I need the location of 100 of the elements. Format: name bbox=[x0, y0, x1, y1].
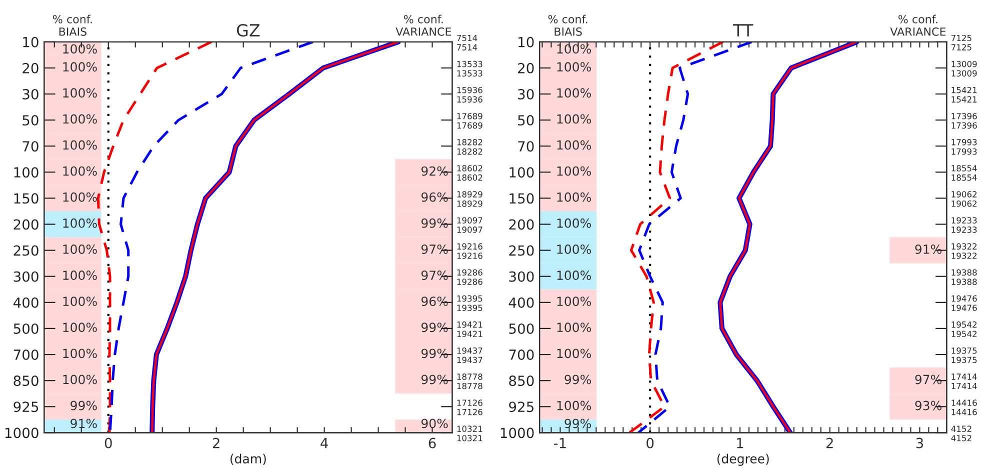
y-tick-label: 250 bbox=[14, 245, 38, 256]
x-tick-label: 3 bbox=[916, 438, 924, 448]
y2-tick-label: 18778 18778 bbox=[457, 374, 482, 390]
annotation: 100% bbox=[63, 244, 97, 254]
y-tick-label: 30 bbox=[22, 88, 38, 100]
y-tick-label: 850 bbox=[509, 376, 534, 386]
annotation: 92% bbox=[421, 166, 448, 176]
y-tick-label: 100 bbox=[14, 167, 38, 178]
y2-tick-label: 18929 18929 bbox=[457, 191, 482, 207]
annotation: 96% bbox=[421, 192, 448, 202]
annotation: 100% bbox=[63, 88, 97, 98]
y-tick-label: 500 bbox=[14, 323, 38, 334]
y2-tick-label: 19421 19421 bbox=[457, 321, 482, 338]
x-axis-title: (degree) bbox=[717, 454, 769, 466]
y-tick-label: 50 bbox=[22, 115, 38, 126]
annotation: 99% bbox=[70, 400, 97, 410]
y2-tick-label: 15936 15936 bbox=[457, 86, 482, 103]
y-tick-label: 500 bbox=[509, 323, 534, 334]
annotation: 91% bbox=[915, 244, 942, 254]
y2-tick-label: 18282 18282 bbox=[457, 139, 482, 155]
chart-title: TT bbox=[733, 24, 754, 36]
annotation: 99% bbox=[564, 374, 591, 384]
y2-tick-label: 18602 18602 bbox=[457, 165, 482, 181]
annotation: 100% bbox=[557, 218, 591, 228]
annotation: 100% bbox=[63, 218, 97, 228]
y2-tick-label: 14416 14416 bbox=[952, 400, 977, 416]
x-tick-label: 0 bbox=[104, 438, 112, 448]
y-tick-label: 1000 bbox=[500, 428, 534, 438]
y2-tick-label: 19542 19542 bbox=[952, 321, 977, 338]
y2-tick-label: 17414 17414 bbox=[952, 374, 977, 390]
annotation: 100% bbox=[63, 192, 97, 202]
text: % conf. BIAIS bbox=[548, 14, 588, 36]
x-tick-label: -1 bbox=[554, 438, 566, 448]
annotation: 99% bbox=[421, 374, 448, 384]
y-tick-label: 300 bbox=[509, 271, 534, 282]
annotation: 97% bbox=[915, 374, 942, 384]
annotation: 100% bbox=[557, 114, 591, 124]
y-tick-label: 250 bbox=[509, 245, 534, 256]
annotation: 100% bbox=[557, 44, 591, 54]
annotation: 100% bbox=[63, 270, 97, 280]
y-tick-label: 150 bbox=[14, 193, 38, 204]
annotation: 99% bbox=[421, 348, 448, 358]
text: % conf. VARIANCE bbox=[396, 14, 452, 36]
annotation: 100% bbox=[557, 348, 591, 358]
annotation: 100% bbox=[63, 44, 97, 54]
y2-tick-label: 19233 19233 bbox=[952, 217, 977, 233]
y-tick-label: 150 bbox=[510, 193, 534, 204]
x-tick-label: 6 bbox=[428, 438, 436, 448]
y-tick-label: 30 bbox=[518, 88, 534, 100]
y-tick-label: 20 bbox=[518, 62, 534, 74]
y2-tick-label: 13009 13009 bbox=[952, 60, 977, 77]
annotation: 100% bbox=[557, 192, 591, 202]
y-tick-label: 925 bbox=[509, 402, 534, 412]
y-tick-label: 700 bbox=[509, 349, 534, 360]
y2-tick-label: 13533 13533 bbox=[457, 60, 482, 77]
annotation: 96% bbox=[421, 296, 448, 306]
x-tick-label: 1 bbox=[737, 438, 744, 448]
y2-tick-label: 19062 19062 bbox=[952, 191, 977, 207]
annotation: 100% bbox=[63, 166, 97, 176]
y-tick-label: 100 bbox=[510, 167, 534, 178]
y-tick-label: 400 bbox=[508, 297, 534, 308]
y-tick-label: 850 bbox=[14, 376, 38, 386]
y-tick-label: 200 bbox=[509, 219, 534, 230]
y2-tick-label: 17126 17126 bbox=[457, 400, 482, 416]
x-axis-title: (dam) bbox=[230, 454, 266, 465]
annotation: 93% bbox=[915, 400, 942, 410]
x-tick-label: 2 bbox=[212, 438, 220, 448]
y2-tick-label: 19286 19286 bbox=[457, 269, 482, 285]
y-tick-label: 50 bbox=[518, 115, 534, 126]
y-tick-label: 10 bbox=[23, 36, 38, 48]
annotation: 100% bbox=[63, 62, 97, 72]
text: % conf. VARIANCE bbox=[890, 14, 946, 36]
annotation: 99% bbox=[564, 418, 591, 428]
annotation: 100% bbox=[63, 322, 97, 332]
annotation: 100% bbox=[557, 322, 591, 332]
annotation: 100% bbox=[63, 114, 97, 124]
y2-tick-label: 18554 18554 bbox=[952, 165, 977, 181]
y-tick-label: 400 bbox=[13, 297, 38, 308]
annotation: 91% bbox=[70, 418, 97, 428]
y2-tick-label: 7514 7514 bbox=[457, 34, 478, 50]
y2-tick-label: 19476 19476 bbox=[952, 295, 977, 311]
y2-tick-label: 19216 19216 bbox=[457, 243, 482, 259]
y-tick-label: 20 bbox=[22, 62, 38, 74]
y-tick-label: 10 bbox=[518, 36, 534, 48]
annotation: 97% bbox=[421, 244, 448, 254]
x-tick-label: 4 bbox=[320, 438, 328, 448]
annotation: 100% bbox=[557, 62, 591, 72]
annotation: 100% bbox=[557, 400, 591, 410]
y-tick-label: 70 bbox=[22, 141, 38, 152]
y2-tick-label: 19437 19437 bbox=[457, 347, 482, 364]
y2-tick-label: 7125 7125 bbox=[952, 34, 972, 50]
y-tick-label: 925 bbox=[14, 402, 38, 412]
y-tick-label: 300 bbox=[14, 271, 38, 282]
x-tick-label: 2 bbox=[826, 438, 833, 448]
x-tick-label: 0 bbox=[646, 438, 654, 448]
y2-tick-label: 15421 15421 bbox=[952, 86, 977, 103]
y2-tick-label: 19388 19388 bbox=[952, 269, 977, 285]
annotation: 100% bbox=[557, 244, 591, 254]
annotation: 100% bbox=[557, 270, 591, 280]
annotation: 97% bbox=[421, 270, 448, 280]
